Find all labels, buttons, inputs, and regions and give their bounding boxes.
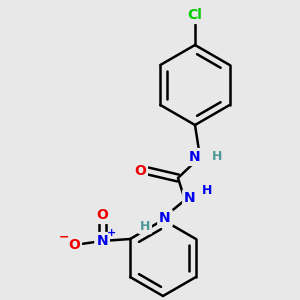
Text: N: N [96,234,108,248]
Text: −: − [59,230,69,244]
Text: H: H [212,151,222,164]
Text: O: O [68,238,80,252]
Text: O: O [134,164,146,178]
Text: N: N [184,191,196,205]
Text: Cl: Cl [188,8,202,22]
Text: O: O [96,208,108,222]
Text: +: + [106,228,116,238]
Text: N: N [189,150,201,164]
Text: H: H [202,184,212,196]
Text: N: N [159,211,171,225]
Text: H: H [140,220,150,232]
